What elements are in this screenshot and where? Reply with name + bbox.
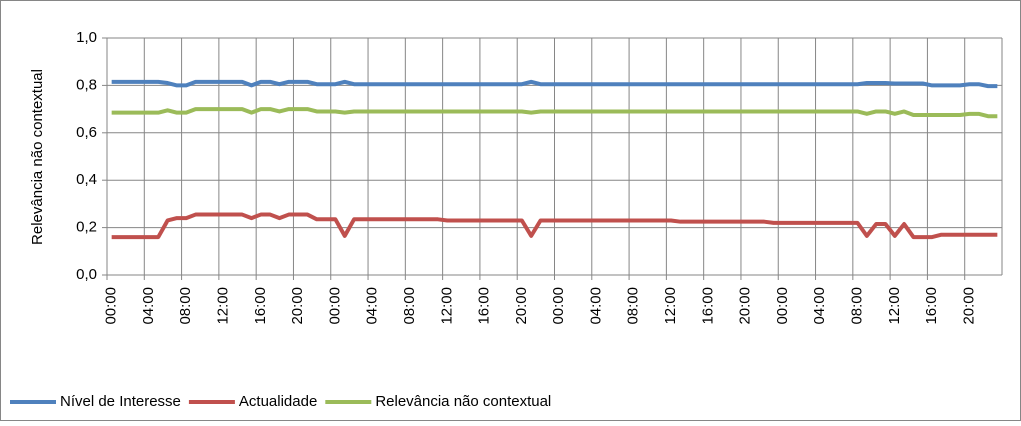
- x-tick-label: 16:00: [252, 287, 269, 325]
- series-line: [111, 212, 998, 240]
- legend-label: Relevância não contextual: [375, 393, 551, 410]
- y-tick-label: 0,0: [76, 266, 97, 283]
- x-tick-label: 08:00: [401, 287, 418, 325]
- x-tick-label: 12:00: [886, 287, 903, 325]
- x-tick-label: 04:00: [364, 287, 381, 325]
- x-tick-label: 00:00: [774, 287, 791, 325]
- series-line: [111, 79, 998, 89]
- y-tick-label: 0,8: [76, 76, 97, 93]
- x-tick-label: 16:00: [699, 287, 716, 325]
- series-line: [111, 107, 998, 119]
- x-tick-label: 04:00: [811, 287, 828, 325]
- x-tick-label: 16:00: [923, 287, 940, 325]
- x-tick-label: 00:00: [326, 287, 343, 325]
- x-tick-label: 00:00: [103, 287, 120, 325]
- y-tick-label: 0,6: [76, 124, 97, 141]
- x-tick-label: 04:00: [587, 287, 604, 325]
- y-axis-title: Relevância não contextual: [29, 69, 46, 245]
- x-tick-label: 08:00: [625, 287, 642, 325]
- x-tick-label: 00:00: [550, 287, 567, 325]
- x-tick-label: 20:00: [960, 287, 977, 325]
- x-tick-label: 08:00: [848, 287, 865, 325]
- x-tick-label: 20:00: [289, 287, 306, 325]
- x-tick-label: 12:00: [662, 287, 679, 325]
- x-tick-label: 20:00: [513, 287, 530, 325]
- x-tick-label: 12:00: [438, 287, 455, 325]
- x-tick-label: 16:00: [476, 287, 493, 325]
- y-tick-label: 1,0: [76, 29, 97, 46]
- x-tick-label: 04:00: [140, 287, 157, 325]
- x-tick-label: 12:00: [215, 287, 232, 325]
- y-tick-label: 0,4: [76, 171, 97, 188]
- x-tick-label: 20:00: [737, 287, 754, 325]
- y-tick-label: 0,2: [76, 219, 97, 236]
- legend-label: Actualidade: [239, 393, 317, 410]
- x-tick-label: 08:00: [177, 287, 194, 325]
- legend-label: Nível de Interesse: [60, 393, 181, 410]
